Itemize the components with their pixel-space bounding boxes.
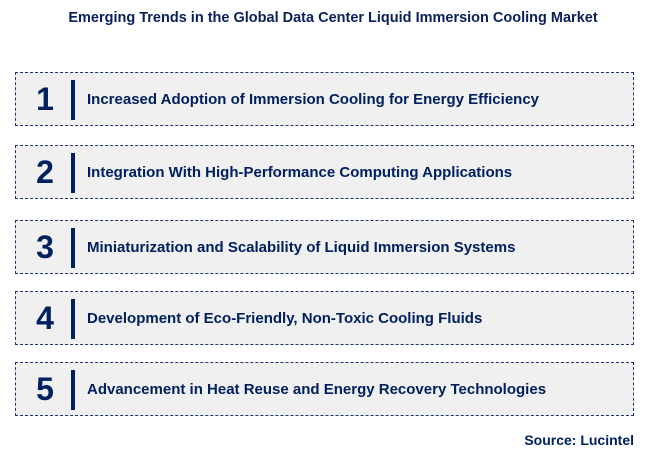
trend-number: 5 [36, 370, 54, 407]
trend-text: Advancement in Heat Reuse and Energy Rec… [87, 380, 547, 398]
trend-number: 1 [36, 80, 54, 117]
divider [71, 370, 75, 410]
trend-item-4: 4 Development of Eco-Friendly, Non-Toxic … [15, 291, 634, 345]
trend-number: 3 [36, 228, 54, 265]
trend-text: Miniaturization and Scalability of Liqui… [87, 238, 516, 256]
trend-text: Development of Eco-Friendly, Non-Toxic C… [87, 309, 483, 327]
trend-item-1: 1 Increased Adoption of Immersion Cooling… [15, 72, 634, 126]
divider [71, 153, 75, 193]
trend-text: Integration With High-Performance Comput… [87, 163, 513, 181]
divider [71, 80, 75, 120]
divider [71, 299, 75, 339]
diagram-title: Emerging Trends in the Global Data Cente… [68, 10, 598, 26]
trend-item-5: 5 Advancement in Heat Reuse and Energy Re… [15, 362, 634, 416]
trend-number: 2 [36, 153, 54, 190]
source-label: Source: Lucintel [524, 432, 634, 448]
trend-text: Increased Adoption of Immersion Cooling … [87, 90, 540, 108]
trend-number: 4 [36, 299, 54, 336]
divider [71, 228, 75, 268]
trend-item-3: 3 Miniaturization and Scalability of Liqu… [15, 220, 634, 274]
trend-item-2: 2 Integration With High-Performance Compu… [15, 145, 634, 199]
